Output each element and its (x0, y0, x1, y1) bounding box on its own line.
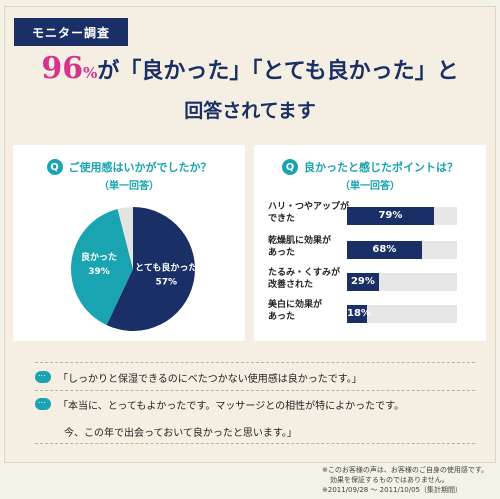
headline: 96%が「良かった」「とても良かった」と (0, 52, 500, 90)
usage-card: Q ご使用感はいかがでしたか？ （単一回答） とても良かった 57% 良かった 39% (13, 145, 245, 341)
bar-value-label: 18% (347, 308, 371, 319)
bar-track: 18% (347, 305, 457, 323)
usage-question-sub: （単一回答） (99, 181, 159, 192)
survey-badge: モニター調査 (14, 18, 128, 46)
bar-track: 68% (347, 241, 457, 259)
pie-slice-value: 57% (156, 277, 178, 287)
pie-slice (106, 207, 195, 331)
bar-label: ハリ・つやアップが できた (268, 202, 350, 224)
bar (347, 273, 379, 291)
bar-label: たるみ・くすみが 改善された (268, 268, 341, 290)
bar-value-label: 79% (378, 210, 403, 221)
question-icon: Q (282, 159, 298, 175)
bar-label: 美白に効果が あった (268, 300, 323, 322)
pie-slice (117, 207, 133, 269)
points-question-sub: （単一回答） (340, 181, 400, 192)
bar-row: 乾燥肌に効果が あった 68% (254, 235, 486, 267)
speech-bubble-icon (35, 396, 51, 410)
divider (35, 390, 475, 391)
pie-slice-value: 39% (88, 267, 110, 277)
bar-value-label: 68% (372, 244, 397, 255)
points-question-row: Q 良かったと感じたポイントは？ (254, 159, 486, 175)
bar (347, 241, 422, 259)
headline-text: が「良かった」「とても良かった」と (97, 58, 459, 84)
points-question: 良かったと感じたポイントは？ (304, 161, 458, 174)
usage-pie-chart: とても良かった 57% 良かった 39% (71, 207, 197, 331)
pie-slice-label: とても良かった (135, 261, 197, 273)
bar (347, 305, 367, 323)
headline-percent: 96 (41, 51, 84, 86)
comment-2-cont: 今、この年で出会っておいて良かったと思います。」 (64, 428, 297, 439)
bar-row: たるみ・くすみが 改善された 29% (254, 267, 486, 299)
pie-slice (71, 208, 133, 326)
speech-bubble-icon (35, 369, 51, 383)
bar-row: ハリ・つやアップが できた 79% (254, 201, 486, 233)
bar-label: 乾燥肌に効果が あった (268, 236, 332, 258)
pie-slice-label: 良かった (81, 251, 117, 263)
headline-line2: 回答されてます (184, 100, 316, 122)
bar-value-label: 29% (350, 276, 375, 287)
points-card: Q 良かったと感じたポイントは？ （単一回答） ハリ・つやアップが できた 79%… (254, 145, 486, 341)
comment-2: 「本当に、とってもよかったです。マッサージとの相性が特によかったです。 (58, 401, 405, 412)
comment-1: 「しっかりと保湿できるのにべたつかない使用感は良かったです。」 (58, 374, 362, 385)
headline-percent-sign: % (83, 64, 98, 82)
usage-question: ご使用感はいかがでしたか？ (68, 161, 212, 174)
bar-row: 美白に効果が あった 18% (254, 299, 486, 331)
divider (35, 362, 475, 363)
bar-track: 79% (347, 207, 457, 225)
bar-track: 29% (347, 273, 457, 291)
footnote: ※このお客様の声は、お客様のご自身の使用感です。 効果を保証するものではありませ… (322, 466, 489, 494)
usage-question-row: Q ご使用感はいかがでしたか？ (13, 159, 245, 175)
question-icon: Q (46, 159, 63, 175)
bar (347, 207, 434, 225)
divider (35, 443, 475, 444)
